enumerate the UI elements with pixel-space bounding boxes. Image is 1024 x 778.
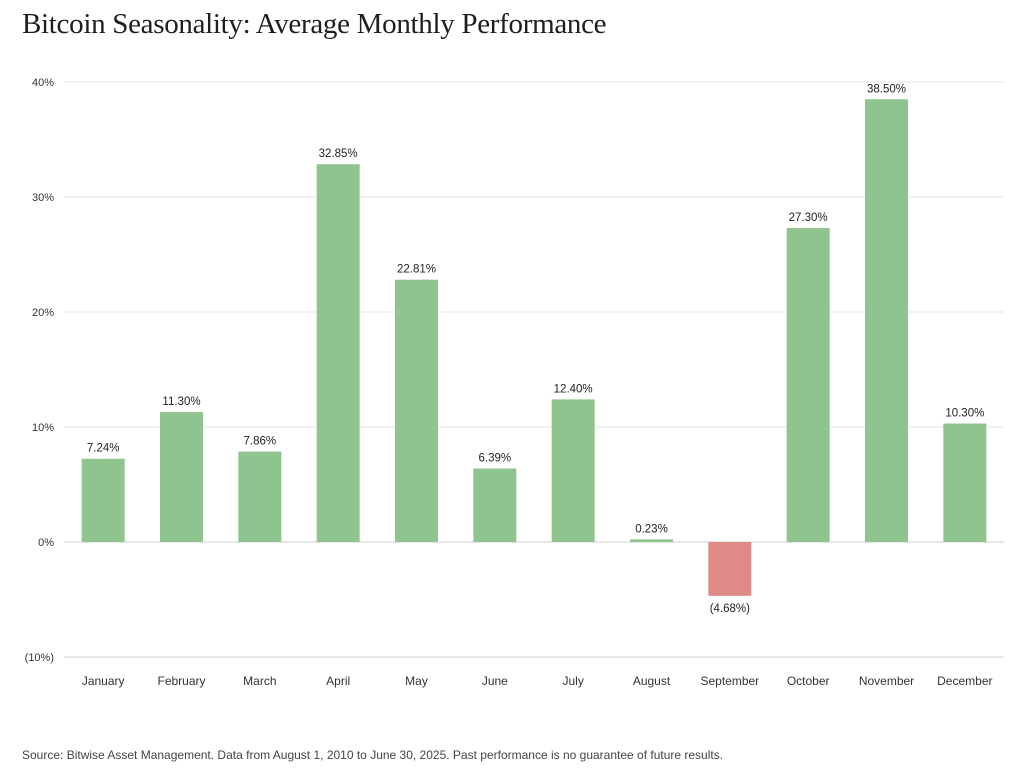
- y-tick-label: 10%: [32, 422, 54, 434]
- x-tick-label: April: [326, 674, 350, 688]
- bar-chart: 40% 30% 20% 10% 0% (10%) 7.24% 11.30% 7.86% 32.8…: [25, 77, 1004, 688]
- x-tick-label: November: [859, 674, 914, 688]
- x-tick-label: December: [937, 674, 992, 688]
- data-label: 38.50%: [867, 83, 906, 95]
- bar-april: [316, 164, 360, 542]
- data-label: 32.85%: [319, 148, 358, 160]
- bar-october: [786, 228, 830, 543]
- y-tick-label: (10%): [25, 652, 54, 664]
- data-label: 22.81%: [397, 264, 436, 276]
- data-label: 12.40%: [554, 383, 593, 395]
- data-labels: 7.24% 11.30% 7.86% 32.85% 22.81% 6.39% 12.40% 0…: [87, 83, 984, 615]
- x-tick-label: August: [633, 674, 671, 688]
- bar-september: [708, 542, 752, 596]
- x-tick-label: May: [405, 674, 428, 688]
- data-label: 27.30%: [789, 212, 828, 224]
- bar-december: [943, 423, 987, 542]
- bar-january: [81, 458, 125, 542]
- bar-may: [395, 279, 438, 542]
- y-tick-label: 40%: [32, 77, 54, 89]
- data-label: 11.30%: [162, 396, 200, 408]
- bar-july: [551, 399, 595, 542]
- x-tick-label: March: [243, 674, 276, 688]
- y-axis-ticks: 40% 30% 20% 10% 0% (10%): [25, 77, 55, 664]
- x-tick-label: September: [700, 674, 759, 688]
- chart-title: Bitcoin Seasonality: Average Monthly Per…: [22, 8, 607, 40]
- bar-november: [865, 99, 908, 542]
- y-tick-label: 0%: [38, 537, 54, 549]
- x-tick-label: July: [562, 674, 583, 688]
- data-label: (4.68%): [710, 603, 750, 615]
- grid-lines: [64, 81, 1004, 658]
- data-label: 7.86%: [244, 436, 277, 448]
- data-label: 0.23%: [635, 523, 668, 535]
- bar-august: [630, 539, 673, 542]
- y-tick-label: 30%: [32, 192, 54, 204]
- data-label: 6.39%: [479, 453, 512, 465]
- x-tick-label: June: [482, 674, 508, 688]
- bar-june: [473, 468, 517, 542]
- y-tick-label: 20%: [32, 307, 54, 319]
- bar-march: [238, 451, 282, 542]
- x-tick-label: January: [82, 674, 125, 688]
- x-tick-label: October: [787, 674, 830, 688]
- source-note: Source: Bitwise Asset Management. Data f…: [22, 748, 724, 762]
- data-label: 7.24%: [87, 443, 120, 455]
- x-axis-ticks: January February March April May June July Augu…: [82, 674, 993, 688]
- bar-february: [160, 412, 203, 542]
- x-tick-label: February: [157, 674, 205, 688]
- bars: [81, 99, 987, 596]
- data-label: 10.30%: [945, 408, 984, 420]
